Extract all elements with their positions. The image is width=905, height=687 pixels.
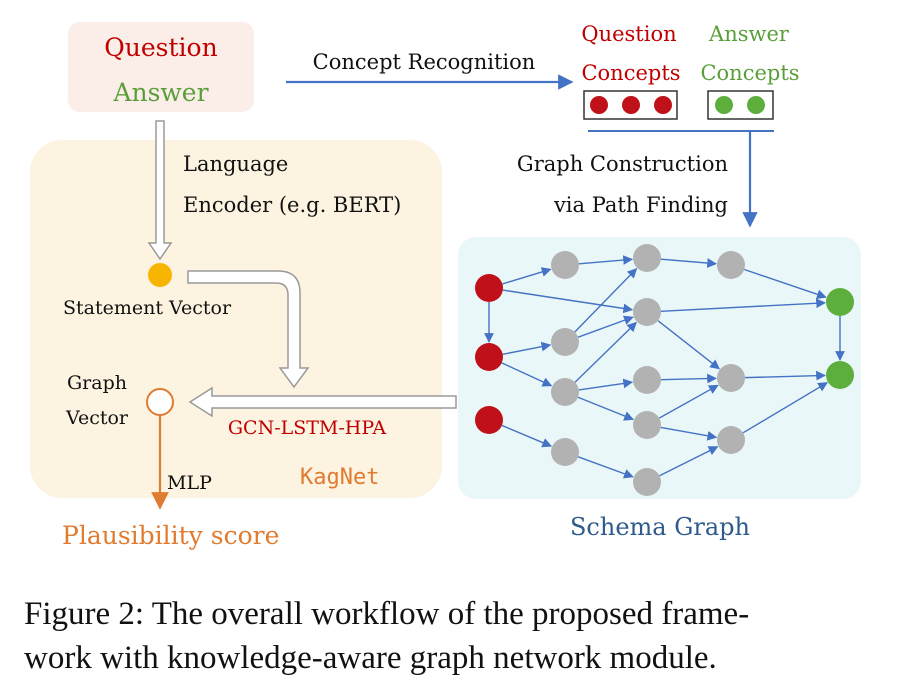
question-concept-graph-node bbox=[475, 406, 503, 434]
question-concept-node bbox=[590, 96, 608, 114]
answer-label: Answer bbox=[112, 78, 208, 107]
schema-graph-edge bbox=[577, 315, 634, 338]
schema-graph-edge bbox=[658, 384, 719, 419]
schema-graph-edge bbox=[577, 396, 634, 421]
intermediate-graph-node bbox=[633, 244, 661, 272]
intermediate-graph-node bbox=[633, 366, 661, 394]
intermediate-graph-node bbox=[633, 411, 661, 439]
answer-concept-nodes bbox=[715, 96, 765, 114]
question-concept-graph-node bbox=[475, 274, 503, 302]
answer-concepts-label-line2: Concepts bbox=[700, 61, 799, 85]
answer-concepts-label-line1: Answer bbox=[708, 22, 790, 46]
schema-graph-edge bbox=[660, 258, 718, 268]
answer-concept-graph-node bbox=[826, 361, 854, 389]
question-concepts-label-line1: Question bbox=[581, 22, 676, 46]
graph-vector-label-line2: Vector bbox=[65, 407, 129, 429]
intermediate-graph-node bbox=[551, 328, 579, 356]
question-concepts-label-line2: Concepts bbox=[581, 61, 680, 85]
mlp-label: MLP bbox=[167, 472, 212, 494]
schema-graph-edge bbox=[659, 446, 719, 477]
answer-concept-node bbox=[747, 96, 765, 114]
schema-graph-edge bbox=[574, 268, 638, 333]
statement-vector-node bbox=[148, 263, 172, 287]
intermediate-graph-node bbox=[717, 426, 745, 454]
encoder-label-line1: Language bbox=[183, 152, 288, 176]
figure-caption: Figure 2: The overall workflow of the pr… bbox=[24, 592, 894, 680]
schema-graph-edge bbox=[501, 424, 553, 448]
question-concept-graph-node bbox=[475, 343, 503, 371]
statement-vector-label: Statement Vector bbox=[63, 297, 232, 319]
statement-to-gcn-arrow bbox=[187, 270, 310, 389]
schema-graph-edge bbox=[502, 267, 552, 285]
schema-graph-edge bbox=[502, 341, 552, 355]
schema-graph-edge bbox=[742, 382, 828, 434]
concept-recognition-label: Concept Recognition bbox=[313, 50, 536, 74]
schema-graph-edge bbox=[660, 373, 717, 384]
question-concept-node bbox=[654, 96, 672, 114]
question-concept-node bbox=[622, 96, 640, 114]
answer-concepts-box bbox=[707, 90, 774, 120]
schema-graph-panel bbox=[458, 237, 861, 499]
schema-graph-edge bbox=[574, 321, 637, 383]
intermediate-graph-node bbox=[717, 251, 745, 279]
intermediate-graph-node bbox=[551, 378, 579, 406]
intermediate-graph-node bbox=[717, 364, 745, 392]
caption-line-1: Figure 2: The overall workflow of the pr… bbox=[24, 596, 750, 632]
schema-graph-edge bbox=[578, 255, 634, 265]
schema-graph-edge bbox=[502, 289, 634, 314]
intermediate-graph-node bbox=[551, 438, 579, 466]
graph-vector-label-line1: Graph bbox=[67, 372, 127, 394]
schema-graph-edge bbox=[657, 320, 720, 370]
caption-line-2: work with knowledge-aware graph network … bbox=[24, 640, 717, 676]
gcn-lstm-hpa-arrow bbox=[188, 386, 457, 418]
plausibility-score-label: Plausibility score bbox=[62, 521, 279, 550]
question-label: Question bbox=[104, 33, 217, 62]
intermediate-graph-node bbox=[633, 468, 661, 496]
question-concept-nodes bbox=[590, 96, 672, 114]
schema-graph-edge bbox=[744, 268, 827, 299]
answer-concept-graph-node bbox=[826, 288, 854, 316]
intermediate-graph-node bbox=[633, 298, 661, 326]
schema-graph-nodes bbox=[475, 244, 854, 496]
graph-construction-label-line2: via Path Finding bbox=[553, 193, 728, 217]
question-concepts-box bbox=[583, 90, 678, 120]
schema-graph-edges bbox=[484, 255, 845, 479]
encoder-label-line2: Encoder (e.g. BERT) bbox=[183, 193, 401, 217]
schema-graph-edge bbox=[577, 456, 634, 479]
schema-graph-edge bbox=[744, 370, 826, 381]
graph-vector-node bbox=[146, 388, 174, 416]
intermediate-graph-node bbox=[551, 251, 579, 279]
schema-graph-edge bbox=[660, 426, 718, 441]
gcn-lstm-hpa-label: GCN-LSTM-HPA bbox=[228, 417, 387, 439]
answer-concept-node bbox=[715, 96, 733, 114]
schema-graph-title: Schema Graph bbox=[570, 513, 750, 541]
kagnet-label: KagNet bbox=[300, 465, 379, 490]
question-answer-box bbox=[68, 22, 254, 112]
schema-graph-edge bbox=[660, 298, 826, 312]
workflow-diagram: Question Answer Concept Recognition Ques… bbox=[30, 22, 861, 550]
graph-construction-label-line1: Graph Construction bbox=[517, 152, 728, 176]
schema-graph-edge bbox=[578, 378, 634, 391]
schema-graph-edge bbox=[501, 362, 553, 387]
language-encoder-arrow bbox=[147, 120, 173, 261]
